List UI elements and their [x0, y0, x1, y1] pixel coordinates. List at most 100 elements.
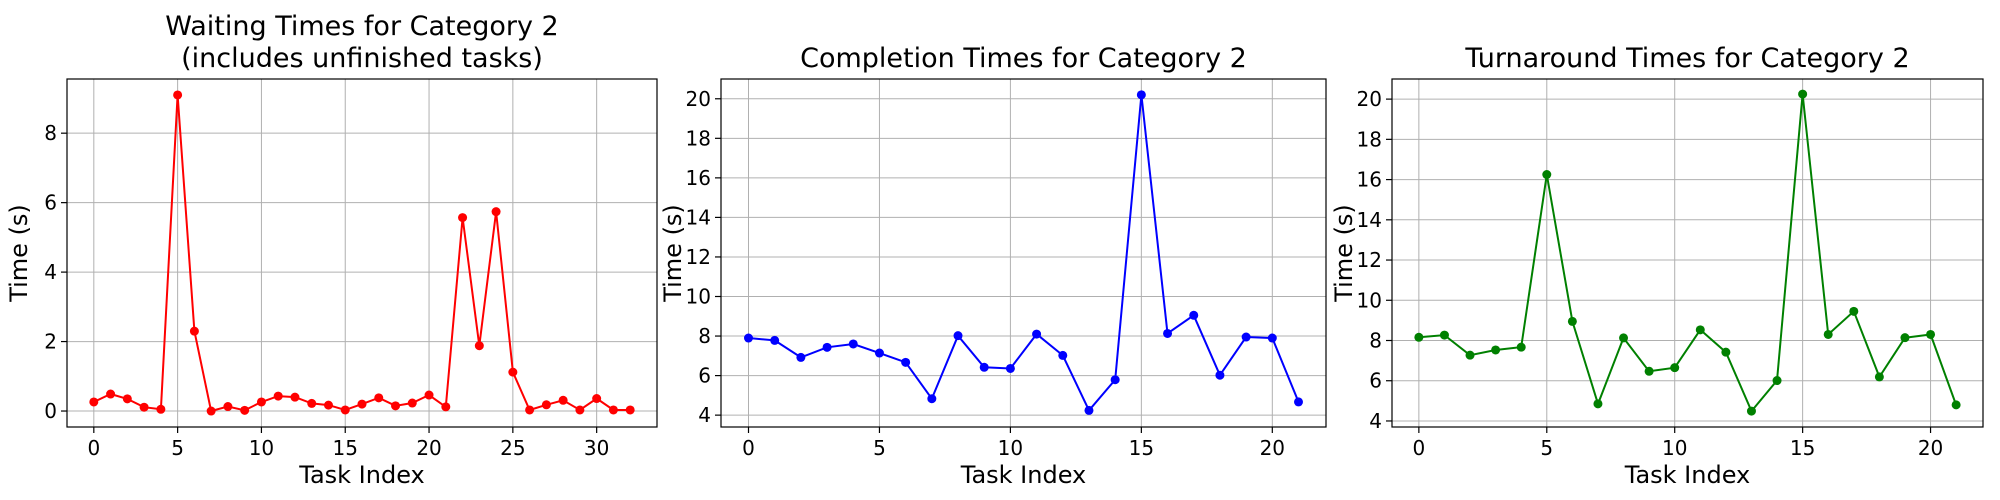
y-tick-label: 2	[44, 330, 57, 354]
data-point	[1516, 342, 1526, 352]
data-point	[139, 402, 149, 412]
x-axis-label: Task Index	[960, 461, 1087, 489]
data-point	[474, 341, 484, 351]
data-point	[1084, 405, 1094, 415]
data-point	[1032, 329, 1042, 339]
y-tick-label: 12	[1357, 248, 1382, 272]
data-point	[1798, 89, 1808, 99]
y-axis-label: Time (s)	[659, 204, 687, 303]
data-point	[1005, 363, 1015, 373]
data-point	[848, 339, 858, 349]
data-point	[1491, 345, 1501, 355]
y-tick-label: 20	[1357, 87, 1382, 111]
data-point	[256, 397, 266, 407]
y-tick-label: 20	[686, 87, 711, 111]
y-axis-label: Time (s)	[5, 204, 33, 303]
y-tick-label: 6	[698, 364, 711, 388]
data-point	[592, 394, 602, 404]
data-point	[391, 401, 401, 411]
x-axis-label: Task Index	[298, 461, 425, 489]
data-point	[1670, 363, 1680, 373]
data-point	[1215, 370, 1225, 380]
data-point	[1567, 316, 1577, 326]
data-point	[901, 357, 911, 367]
y-tick-label: 10	[686, 285, 711, 309]
plot-frame	[66, 78, 658, 428]
chart-title: Completion Times for Category 2	[800, 43, 1247, 74]
chart-3: 0 5 10 15 20 4 6 8 10 12 14 16 18 20 Task Index Time (s…	[1330, 43, 1984, 489]
data-point	[240, 405, 250, 415]
data-point	[558, 395, 568, 405]
data-point	[374, 393, 384, 403]
x-tick-label: 10	[1662, 436, 1687, 460]
data-point	[1542, 170, 1552, 180]
x-tick-label: 5	[1540, 436, 1553, 460]
data-point	[441, 402, 451, 412]
y-tick-label: 8	[1369, 329, 1382, 353]
data-point	[122, 394, 132, 404]
data-point	[357, 399, 367, 409]
data-point	[1644, 366, 1654, 376]
data-point	[979, 362, 989, 372]
data-point	[1874, 372, 1884, 382]
y-tick-label: 8	[44, 121, 57, 145]
data-point	[156, 404, 166, 414]
y-tick-label: 10	[1357, 288, 1382, 312]
data-point	[1414, 332, 1424, 342]
y-tick-label: 6	[1369, 369, 1382, 393]
y-tick-label: 14	[686, 205, 711, 229]
data-point	[323, 400, 333, 410]
data-point	[575, 405, 585, 415]
chart-2: 0 5 10 15 20 4 6 8 10 12 14 16 18 20 Task Index Time (s…	[659, 43, 1327, 489]
x-tick-label: 15	[1790, 436, 1815, 460]
data-point	[491, 207, 501, 217]
data-point	[1241, 332, 1251, 342]
data-point	[458, 213, 468, 223]
data-point	[770, 335, 780, 345]
x-tick-label: 25	[500, 436, 525, 460]
y-tick-label: 16	[1357, 168, 1382, 192]
data-point	[822, 342, 832, 352]
data-point	[307, 398, 317, 408]
data-point	[927, 394, 937, 404]
x-tick-label: 10	[998, 436, 1023, 460]
data-point	[1695, 325, 1705, 335]
y-tick-label: 18	[686, 126, 711, 150]
plot-frame	[720, 78, 1327, 428]
x-tick-label: 20	[1918, 436, 1943, 460]
y-tick-label: 8	[698, 324, 711, 348]
data-point	[1900, 333, 1910, 343]
x-tick-label: 15	[333, 436, 358, 460]
data-point	[541, 400, 551, 410]
data-point	[1058, 350, 1068, 360]
y-tick-label: 14	[1357, 208, 1382, 232]
data-point	[1823, 329, 1833, 339]
data-point	[1926, 329, 1936, 339]
data-point	[1593, 399, 1603, 409]
x-tick-label: 5	[873, 436, 886, 460]
chart-title: Turnaround Times for Category 2	[1464, 43, 1909, 74]
data-point	[1110, 375, 1120, 385]
data-point	[625, 405, 635, 415]
x-tick-label: 0	[87, 436, 100, 460]
x-tick-label: 5	[171, 436, 184, 460]
data-point	[796, 352, 806, 362]
series-line	[1418, 93, 1958, 413]
x-tick-label: 20	[416, 436, 441, 460]
data-point	[508, 367, 518, 377]
x-axis-label: Task Index	[1624, 461, 1751, 489]
data-point	[206, 406, 216, 416]
y-axis-label: Time (s)	[1330, 204, 1358, 303]
data-point	[273, 391, 283, 401]
x-tick-label: 10	[249, 436, 274, 460]
data-point	[223, 402, 233, 412]
y-tick-label: 4	[1369, 409, 1382, 433]
data-point	[1294, 397, 1303, 407]
data-point	[89, 397, 99, 407]
chart-title: Waiting Times for Category 2	[165, 11, 558, 42]
chart-title: (includes unfinished tasks)	[181, 43, 543, 74]
series-line	[748, 94, 1300, 413]
y-tick-label: 4	[698, 403, 711, 427]
y-tick-label: 12	[686, 245, 711, 269]
